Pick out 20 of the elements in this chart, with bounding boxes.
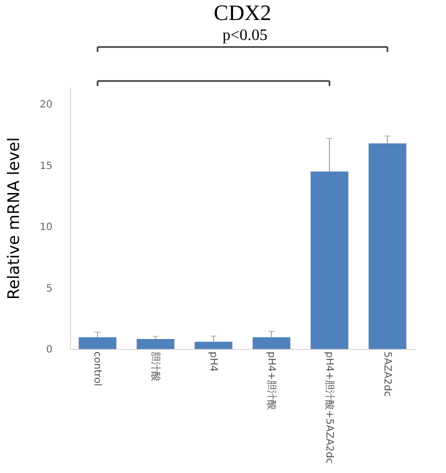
x-tick-label: 5AZA2dc [381, 352, 392, 397]
x-tick-label: pH4+胆汁酸 [265, 352, 278, 410]
bar [136, 338, 174, 349]
y-tick-label: 5 [46, 283, 52, 294]
bar [368, 143, 406, 349]
y-axis-title: Relative mRNA level [4, 137, 23, 300]
x-tick-label: control [92, 352, 103, 386]
x-tick-label: pH4 [208, 352, 219, 372]
x-tick-label: 胆汁酸 [150, 352, 162, 382]
y-tick-label: 0 [46, 344, 52, 356]
y-tick-label: 10 [40, 222, 52, 234]
x-tick-label: pH4+胆汁酸+5AZA2dc [323, 352, 336, 464]
y-tick-label: 20 [40, 100, 52, 111]
bar [194, 342, 232, 349]
text: p<0.05 [222, 27, 268, 44]
bar [78, 337, 116, 349]
bar [252, 337, 290, 349]
y-tick-label: 15 [40, 160, 52, 172]
bar [310, 171, 348, 349]
chart-title: CDX2 [214, 0, 272, 25]
